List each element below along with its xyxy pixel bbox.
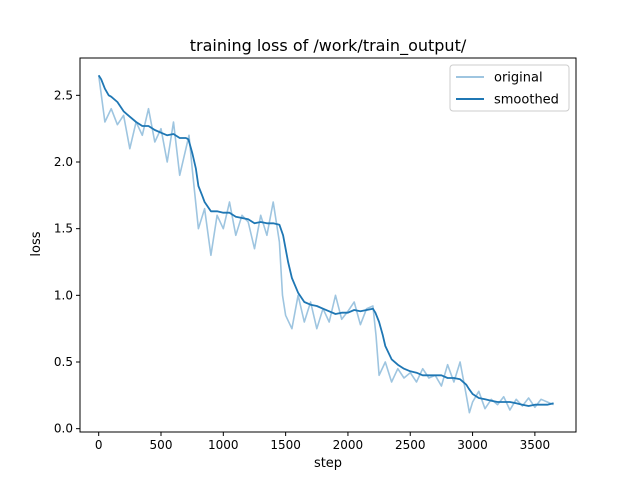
x-tick-label: 1000 <box>208 438 239 452</box>
y-axis-label: loss <box>29 231 44 256</box>
chart-title: training loss of /work/train_output/ <box>190 36 467 56</box>
x-tick-label: 2000 <box>333 438 364 452</box>
y-tick-label: 2.0 <box>54 155 73 169</box>
x-tick-label: 3000 <box>457 438 488 452</box>
series-line-original <box>97 75 554 414</box>
x-tick-label: 500 <box>150 438 173 452</box>
legend-label-smoothed: smoothed <box>494 93 559 108</box>
x-tick-label: 0 <box>95 438 103 452</box>
axes-frame <box>79 57 577 433</box>
x-tick-label: 2500 <box>395 438 426 452</box>
x-tick-label: 3500 <box>520 438 551 452</box>
legend: original smoothed <box>449 64 570 112</box>
y-tick-label: 0.0 <box>54 422 73 436</box>
y-tick-label: 2.5 <box>54 88 73 102</box>
y-tick-label: 0.5 <box>54 355 73 369</box>
plot-area: 0 500 1000 1500 2000 2500 3000 3500 0.0 0.5 1.0 1.5… <box>54 57 577 452</box>
y-tick-label: 1.0 <box>54 288 73 302</box>
x-axis-label: step <box>314 456 342 471</box>
series-line-smoothed <box>97 74 554 407</box>
y-tick-label: 1.5 <box>54 222 73 236</box>
legend-label-original: original <box>494 71 543 86</box>
x-tick-label: 1500 <box>270 438 301 452</box>
